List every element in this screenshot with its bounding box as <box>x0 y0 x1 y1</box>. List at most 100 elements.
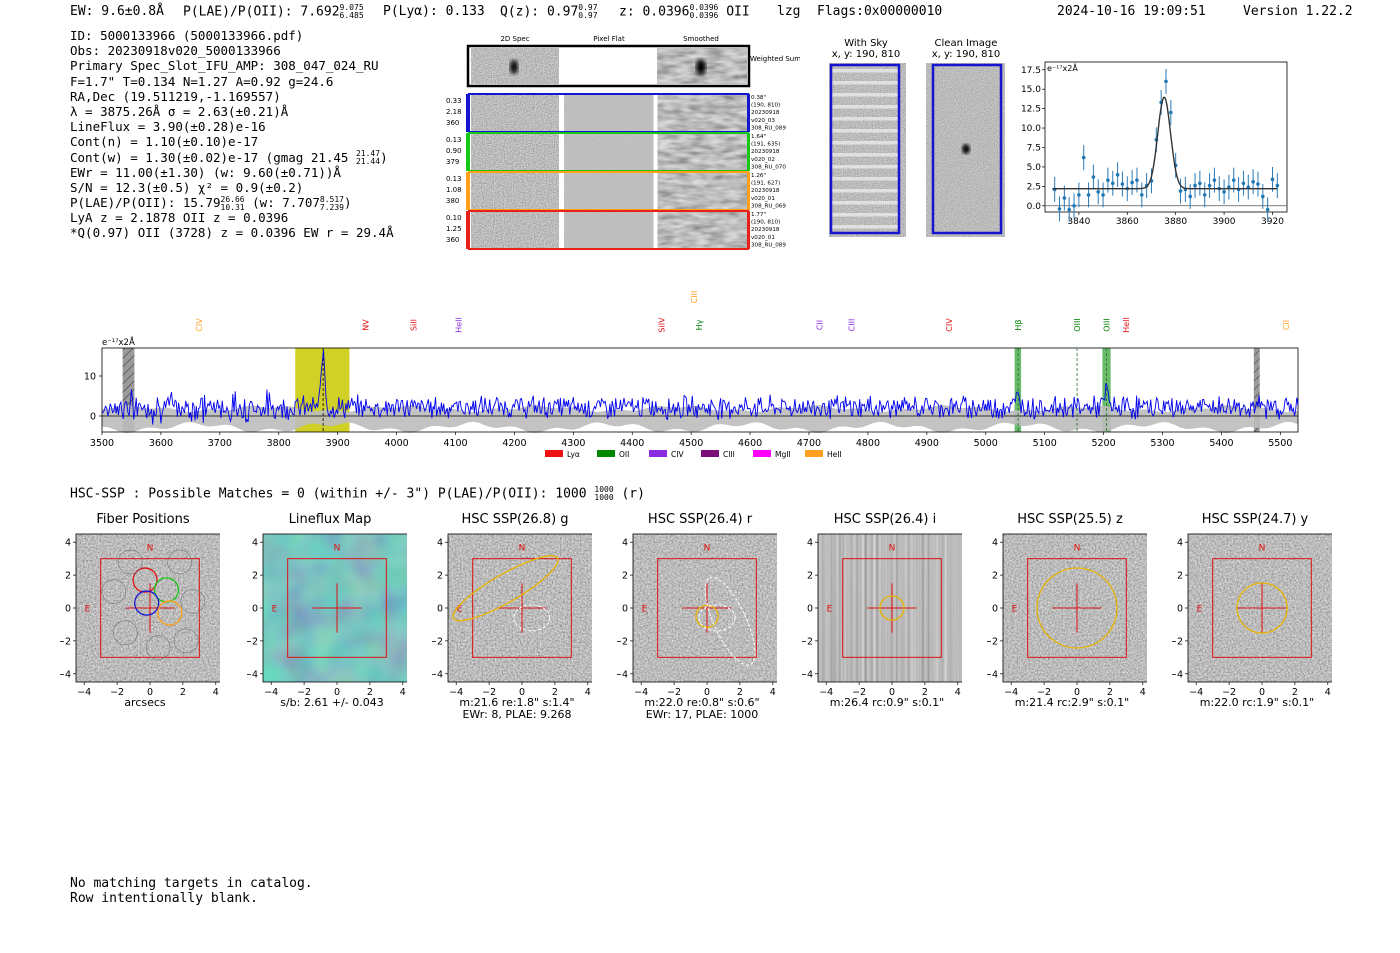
weighted-frame <box>466 44 751 88</box>
east-label: E <box>85 604 91 614</box>
spectrum-chart: 3500 3600 3700 3800 3900 4000 4100 4200 4300 4400… <box>84 291 1299 459</box>
sky-line-stripe <box>831 93 899 97</box>
spectrum-x-tick-label: 4900 <box>915 438 939 449</box>
row-spec-image <box>471 173 559 209</box>
panel-image: N E −4 −4 −2 −2 0 0 2 2 4 4 <box>1172 533 1332 698</box>
fit-point <box>1091 175 1096 179</box>
fit-x-tick-label: 3840 <box>1067 217 1090 227</box>
spectrum-x-tick-label: 3700 <box>208 438 232 449</box>
spectrum-line-label: Hβ <box>1014 319 1023 330</box>
spectrum-line-label: SiIV <box>658 317 667 333</box>
header-qz: Q(z): 0.970.97 0.97 <box>500 4 598 20</box>
fit-point <box>1164 79 1168 84</box>
panel-y-tick-label: 0 <box>1177 604 1183 615</box>
legend-label: CIV <box>671 450 684 459</box>
spectrum-line-label: SiII <box>410 319 419 331</box>
row-smooth-image <box>657 95 747 131</box>
spec2d-panel: 2D Spec Pixel Flat Smoothed Weighted Sum… <box>446 35 800 250</box>
fit-point <box>1270 177 1275 182</box>
spectrum-y-tick-label: 0 <box>90 412 96 423</box>
row-color-bar <box>466 172 469 210</box>
panel-caption: arcsecs <box>70 697 220 709</box>
fiber-circle-other <box>167 549 192 575</box>
panel-y-tick-label: −4 <box>247 669 258 680</box>
with-sky-frame <box>829 63 901 235</box>
header-ew: EW: 9.6±0.8Å <box>70 4 164 19</box>
fit-frame <box>1044 61 1288 213</box>
panel-y-tick-label: 0 <box>992 604 998 615</box>
fit-point <box>1212 178 1217 182</box>
weighted-smooth-source <box>696 59 706 75</box>
spectrum-axes: 3500 3600 3700 3800 3900 4000 4100 4200 4300 4400… <box>84 336 1299 449</box>
sky-line-stripe <box>831 117 899 121</box>
info-lineflux: LineFlux = 3.90(±0.28)e-16 <box>70 119 266 135</box>
source-ellipse <box>1236 582 1288 634</box>
aperture-box <box>1212 558 1312 658</box>
fit-y-tick-label: 17.5 <box>1021 66 1041 76</box>
clean-label: Clean Image <box>934 38 998 49</box>
aperture-box <box>1027 558 1127 658</box>
east-label: E <box>827 604 833 614</box>
panel-x-tick-label: −4 <box>77 687 91 698</box>
panel-y-tick-label: 2 <box>252 571 258 582</box>
panel-title: HSC SSP(26.4) r <box>647 512 753 527</box>
imaging-panel: HSC SSP(24.7) y <box>1182 512 1330 527</box>
spectrum-x-tick-label: 5500 <box>1268 438 1292 449</box>
row-right-meta: 308_RU_089 <box>751 242 786 248</box>
with-sky-label: With Sky <box>844 38 888 49</box>
panel-x-tick-label: −2 <box>852 687 866 698</box>
fit-y-tick-label: 10.0 <box>1021 124 1041 134</box>
fit-data <box>1052 68 1280 223</box>
east-label: E <box>272 604 278 614</box>
row-left-stat: 1.08 <box>446 186 462 194</box>
spectrum-x-tick-label: 3500 <box>90 438 114 449</box>
panel-x-tick-label: 0 <box>519 687 525 698</box>
fiber-circle-other <box>145 635 171 660</box>
spectrum-data <box>101 349 1299 425</box>
with-sky-xy: x, y: 190, 810 <box>831 49 901 60</box>
row-color-bar <box>466 133 469 171</box>
spectrum-x-tick-label: 4100 <box>443 438 467 449</box>
fit-point <box>1086 193 1091 197</box>
row-divider <box>653 95 658 131</box>
info-plae-w-lo: 7.239 <box>319 202 344 212</box>
fit-point <box>1231 178 1236 182</box>
north-label: N <box>1074 543 1081 553</box>
row-left-stat: 0.10 <box>446 214 462 222</box>
info-plae: P(LAE)/P(OII): 15.7926.66 10.31 (w: 7.707… <box>70 194 352 212</box>
spectrum-line-label: CII <box>816 320 825 330</box>
row-right-meta: v020_02 <box>751 157 775 163</box>
source-ellipse <box>1036 567 1118 649</box>
aperture-box <box>657 558 757 658</box>
row-color-bar <box>466 211 469 249</box>
panel-y-tick-label: −4 <box>802 669 813 680</box>
header-version: Version 1.22.2 <box>1243 4 1353 19</box>
spectrum-y-tick-label: 10 <box>84 372 96 383</box>
info-fit: F=1.7" T=0.134 N=1.27 A=0.92 g=24.6 <box>70 73 334 89</box>
legend-label: Lyα <box>567 450 580 459</box>
panel-image: N E −4 −4 −2 −2 0 0 2 2 4 4 <box>60 533 220 698</box>
info-slot: Primary Spec_Slot_IFU_AMP: 308_047_024_R… <box>70 58 379 74</box>
weighted-flat-image <box>560 48 656 84</box>
panel-y-tick-label: 2 <box>807 571 813 582</box>
imaging-panel: HSC SSP(26.4) i <box>812 512 960 527</box>
panel-x-tick-label: −4 <box>819 687 833 698</box>
clean-title: Clean Image x, y: 190, 810 <box>928 38 1004 60</box>
panel-y-tick-label: −2 <box>987 636 998 647</box>
panel-x-tick-label: 0 <box>889 687 895 698</box>
fit-point <box>1130 180 1134 185</box>
hsc-matches-label: HSC-SSP : Possible Matches = 0 (within +… <box>70 486 587 502</box>
row-right-meta: 20230918 <box>751 188 780 194</box>
spec2d-col-header-spec: 2D Spec <box>500 35 529 43</box>
fiber-circle <box>157 600 183 626</box>
panel-x-tick-label: −4 <box>264 687 278 698</box>
fit-x-tick-label: 3920 <box>1261 217 1284 227</box>
panel-x-tick-label: 4 <box>955 687 961 698</box>
fit-point <box>1193 183 1197 188</box>
panel-x-tick-label: 2 <box>367 687 373 698</box>
panel-x-tick-label: 0 <box>704 687 710 698</box>
fit-point <box>1101 193 1105 197</box>
fit-y-label: e⁻¹⁷x2Å <box>1047 62 1078 73</box>
legend-label: OII <box>619 450 629 459</box>
imaging-panel: HSC SSP(25.5) z <box>997 512 1145 527</box>
